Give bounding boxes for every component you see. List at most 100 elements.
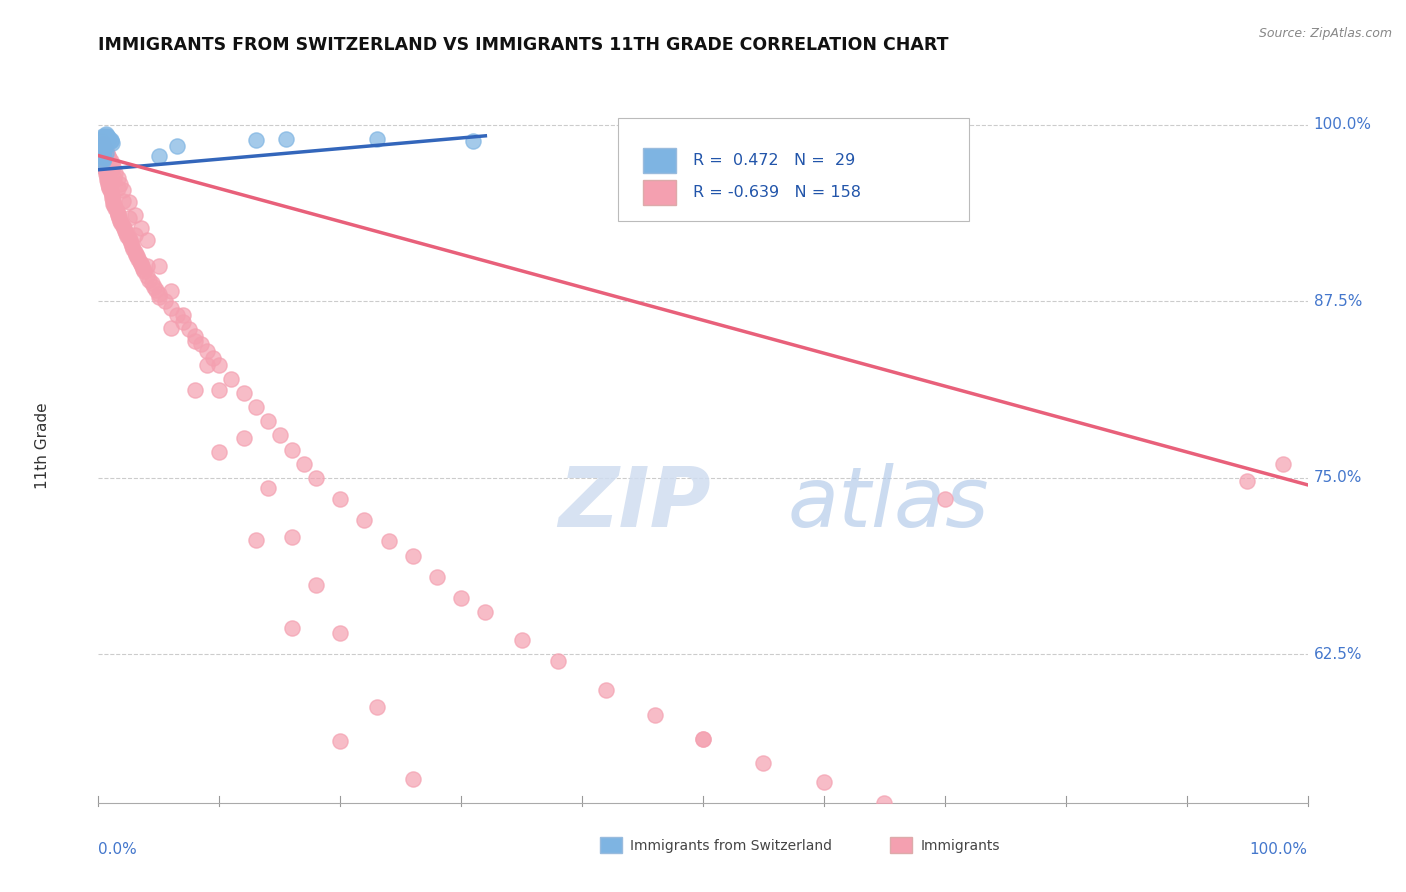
- Point: [118, 195, 141, 210]
- Point: [108, 211, 131, 225]
- Point: [245, 133, 267, 147]
- Point: [644, 708, 666, 723]
- Point: [148, 290, 170, 304]
- Point: [1175, 883, 1198, 892]
- Point: [510, 633, 533, 648]
- Point: [97, 174, 120, 188]
- Point: [127, 249, 149, 263]
- Point: [281, 621, 304, 635]
- Point: [190, 336, 212, 351]
- Point: [94, 153, 117, 167]
- FancyBboxPatch shape: [643, 148, 676, 173]
- Point: [91, 135, 114, 149]
- Point: [98, 152, 121, 166]
- Point: [100, 135, 122, 149]
- Point: [114, 223, 136, 237]
- Point: [94, 164, 117, 178]
- Point: [208, 383, 231, 397]
- Point: [98, 131, 121, 145]
- Point: [329, 491, 352, 506]
- Point: [104, 201, 127, 215]
- Point: [184, 334, 207, 348]
- Point: [232, 431, 254, 445]
- Point: [110, 216, 132, 230]
- Point: [274, 131, 297, 145]
- Point: [100, 184, 122, 198]
- Point: [125, 247, 148, 261]
- Text: Immigrants from Switzerland: Immigrants from Switzerland: [630, 838, 832, 853]
- Point: [131, 259, 153, 273]
- Point: [96, 135, 118, 149]
- Point: [94, 167, 117, 181]
- Point: [124, 208, 146, 222]
- Point: [256, 481, 278, 495]
- Point: [934, 813, 956, 827]
- Point: [148, 287, 170, 301]
- Point: [305, 471, 328, 485]
- Point: [122, 242, 145, 256]
- Point: [208, 445, 231, 459]
- Point: [208, 358, 231, 372]
- Text: 87.5%: 87.5%: [1313, 293, 1362, 309]
- Point: [91, 154, 114, 169]
- Point: [96, 145, 118, 160]
- Text: IMMIGRANTS FROM SWITZERLAND VS IMMIGRANTS 11TH GRADE CORRELATION CHART: IMMIGRANTS FROM SWITZERLAND VS IMMIGRANT…: [98, 36, 949, 54]
- Point: [91, 154, 114, 169]
- Point: [91, 143, 114, 157]
- Point: [96, 128, 118, 143]
- Point: [256, 414, 278, 428]
- Point: [692, 732, 714, 747]
- Point: [281, 530, 304, 544]
- Point: [93, 148, 115, 162]
- Point: [172, 308, 194, 322]
- Point: [450, 591, 472, 605]
- Point: [115, 227, 138, 241]
- Point: [100, 186, 122, 200]
- Point: [101, 194, 124, 208]
- Point: [108, 177, 131, 191]
- Point: [135, 259, 157, 273]
- Point: [104, 165, 127, 179]
- Point: [101, 196, 124, 211]
- Point: [377, 534, 399, 549]
- FancyBboxPatch shape: [619, 118, 969, 221]
- Point: [96, 169, 118, 184]
- Point: [94, 143, 117, 157]
- Point: [91, 150, 114, 164]
- Point: [134, 264, 156, 278]
- Point: [366, 699, 388, 714]
- Point: [994, 831, 1017, 846]
- Point: [934, 491, 956, 506]
- Point: [107, 171, 129, 186]
- Point: [105, 203, 128, 218]
- Point: [98, 179, 121, 194]
- Point: [1236, 474, 1258, 488]
- Point: [148, 259, 170, 273]
- Point: [160, 301, 183, 316]
- Point: [94, 128, 117, 142]
- Point: [450, 868, 472, 882]
- Point: [91, 143, 114, 157]
- Point: [118, 211, 141, 225]
- Point: [184, 329, 207, 343]
- Text: atlas: atlas: [787, 463, 990, 543]
- Point: [100, 162, 122, 177]
- Point: [118, 230, 141, 244]
- Point: [91, 145, 114, 160]
- Point: [111, 182, 134, 196]
- Point: [90, 138, 112, 153]
- Point: [100, 157, 122, 171]
- Point: [91, 138, 114, 153]
- Text: 0.0%: 0.0%: [98, 842, 138, 857]
- Point: [281, 442, 304, 457]
- Point: [329, 733, 352, 747]
- Point: [94, 131, 117, 145]
- Point: [93, 152, 115, 166]
- Point: [93, 130, 115, 145]
- Point: [91, 137, 114, 152]
- Point: [129, 220, 152, 235]
- Point: [90, 148, 112, 162]
- Point: [305, 578, 328, 592]
- Point: [595, 682, 617, 697]
- Point: [127, 252, 149, 266]
